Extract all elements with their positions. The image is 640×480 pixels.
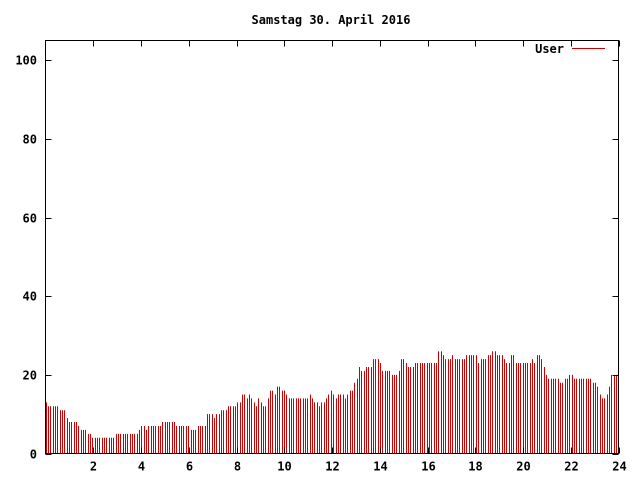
x-tick-label: 18 bbox=[468, 460, 482, 474]
y-tick-label: 100 bbox=[15, 54, 37, 68]
y-tick-label: 0 bbox=[30, 448, 37, 462]
x-tick-label: 20 bbox=[516, 460, 530, 474]
x-tick-label: 6 bbox=[186, 460, 193, 474]
x-tick-label: 16 bbox=[421, 460, 435, 474]
x-tick-label: 4 bbox=[138, 460, 145, 474]
y-axis: 0 20 40 60 80 100 bbox=[15, 54, 619, 462]
x-tick-label: 14 bbox=[373, 460, 387, 474]
y-tick-label: 40 bbox=[23, 290, 37, 304]
legend-label-user: User bbox=[535, 42, 564, 56]
y-tick-label: 60 bbox=[23, 212, 37, 226]
y-tick-label: 20 bbox=[23, 369, 37, 383]
x-tick-label: 2 bbox=[90, 460, 97, 474]
x-axis: 2 4 6 8 10 12 14 16 18 20 22 24 bbox=[90, 40, 627, 474]
x-tick-label: 12 bbox=[325, 460, 339, 474]
chart-title: Samstag 30. April 2016 bbox=[252, 13, 411, 27]
y-tick-label: 80 bbox=[23, 133, 37, 147]
legend: User bbox=[535, 42, 605, 56]
bar-series-user bbox=[46, 351, 617, 454]
x-tick-label: 10 bbox=[277, 460, 291, 474]
x-tick-label: 22 bbox=[564, 460, 578, 474]
x-tick-label: 8 bbox=[234, 460, 241, 474]
x-tick-label: 24 bbox=[612, 460, 626, 474]
